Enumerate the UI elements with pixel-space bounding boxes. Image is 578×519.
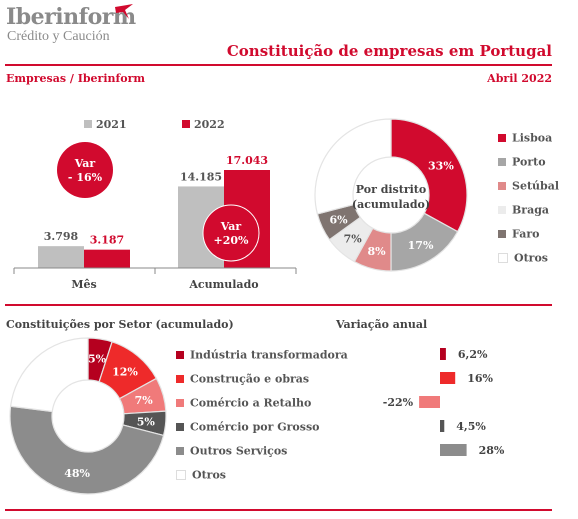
legend-swatch [498,253,508,263]
variation-bar-0 [440,348,446,360]
legend-swatch [176,399,184,407]
legend-swatch [176,470,186,480]
source-label: Empresas / Iberinform [6,72,146,85]
sector-chart-title: Constituições por Setor (acumulado) [6,318,234,331]
legend-label: Otros [514,251,548,265]
page-title: Constituição de empresas em Portugal [226,42,552,60]
variation-badge-value: +20% [214,234,250,247]
header-divider [5,64,552,66]
variation-badge [57,142,113,198]
legend-swatch-2022 [182,120,190,128]
legend-label: Otros [192,468,226,482]
sector-legend-item: Indústria transformadora [176,348,348,362]
legend-swatch [498,158,506,166]
sector-slice-label: 48% [64,467,90,480]
legend-swatch [498,134,506,142]
brand-logo: Iberinform [6,4,136,30]
legend-label: Outros Serviços [190,444,288,458]
legend-swatch-2021 [84,120,92,128]
variation-value-label: 16% [467,372,493,385]
plane-logo-icon [115,4,133,19]
district-legend-item: Otros [498,251,548,265]
bar-2022-0 [84,249,130,268]
legend-swatch [176,423,184,431]
variation-value-label: -22% [383,396,414,409]
variation-badge-label: Var [74,157,96,170]
donut-center-sublabel: (acumulado) [352,198,430,211]
legend-label-2021: 2021 [96,118,127,131]
district-donut-chart: 33% 17% 8% 7% 6% Por distrito (acumulado) [314,118,468,272]
variation-bar-3 [440,420,445,432]
sector-legend-item: Comércio por Grosso [176,420,319,434]
district-slice-label: 17% [408,239,434,252]
section-divider [5,304,552,306]
bar-value-label: 17.043 [226,154,268,167]
legend-label-2022: 2022 [194,118,225,131]
legend-label: Indústria transformadora [190,348,348,362]
sector-legend-item: Otros [176,468,226,482]
sector-slice-4 [9,405,165,495]
date-label: Abril 2022 [487,72,552,85]
variation-badge [202,204,260,262]
annual-variation-title: Variação anual [336,318,428,331]
sector-donut-chart: 5% 12% 7% 5% 48% [9,337,167,495]
legend-label: Porto [512,155,546,169]
sector-slice-label: 7% [135,394,154,407]
legend-label: Comércio por Grosso [190,420,320,434]
legend-swatch [498,206,506,214]
district-slice-5 [314,118,392,215]
legend-swatch [176,351,184,359]
legend-swatch [498,182,506,190]
district-slice-label: 33% [428,159,454,172]
district-slice-label: 7% [344,233,363,246]
district-legend-item: Setúbal [498,179,559,193]
variation-badge-label: Var [220,220,242,233]
category-label: Acumulado [188,278,258,291]
footer-divider [5,509,552,511]
variation-bar-2 [419,396,440,408]
district-legend-item: Porto [498,155,546,169]
legend-label: Construção e obras [190,372,310,386]
sector-legend-item: Construção e obras [176,372,309,386]
sector-slice-5 [9,337,89,413]
legend-label: Comércio a Retalho [190,396,312,410]
sector-legend-item: Comércio a Retalho [176,396,311,410]
variation-badge-value: - 16% [68,171,103,184]
legend-label: Setúbal [512,179,560,193]
sector-slice-label: 12% [112,365,138,378]
bar-value-label: 14.185 [180,170,222,183]
legend-label: Faro [512,227,540,241]
monthly-bar-chart: 2021 2022 3.798 3.187 Mês 14.185 17.043 Acumula… [13,118,297,291]
district-slice-0 [390,118,468,233]
district-slice-label: 6% [329,214,348,227]
variation-bar-1 [440,372,456,384]
legend-label: Braga [512,203,550,217]
bar-value-label: 3.187 [90,234,124,247]
bar-2021-0 [38,246,84,268]
legend-swatch [176,447,184,455]
variation-value-label: 28% [479,444,505,457]
sector-slice-label: 5% [88,353,107,366]
sector-slice-label: 5% [137,415,156,428]
bar-value-label: 3.798 [44,230,79,243]
district-legend-item: Lisboa [498,131,552,145]
legend-label: Lisboa [512,131,553,145]
legend-swatch [176,375,184,383]
sector-legend-item: Outros Serviços [176,444,287,458]
district-legend-item: Braga [498,203,549,217]
category-label: Mês [71,278,96,291]
brand-subtitle: Crédito y Caución [7,29,110,44]
district-slice-label: 8% [368,245,387,258]
legend-swatch [498,230,506,238]
donut-center-label: Por distrito [356,183,426,196]
variation-value-label: 4,5% [456,420,486,433]
variation-value-label: 6,2% [458,348,488,361]
annual-variation-chart: 6,2% 16% -22% 4,5% 28% [383,348,505,457]
district-legend-item: Faro [498,227,539,241]
variation-bar-4 [440,444,467,456]
